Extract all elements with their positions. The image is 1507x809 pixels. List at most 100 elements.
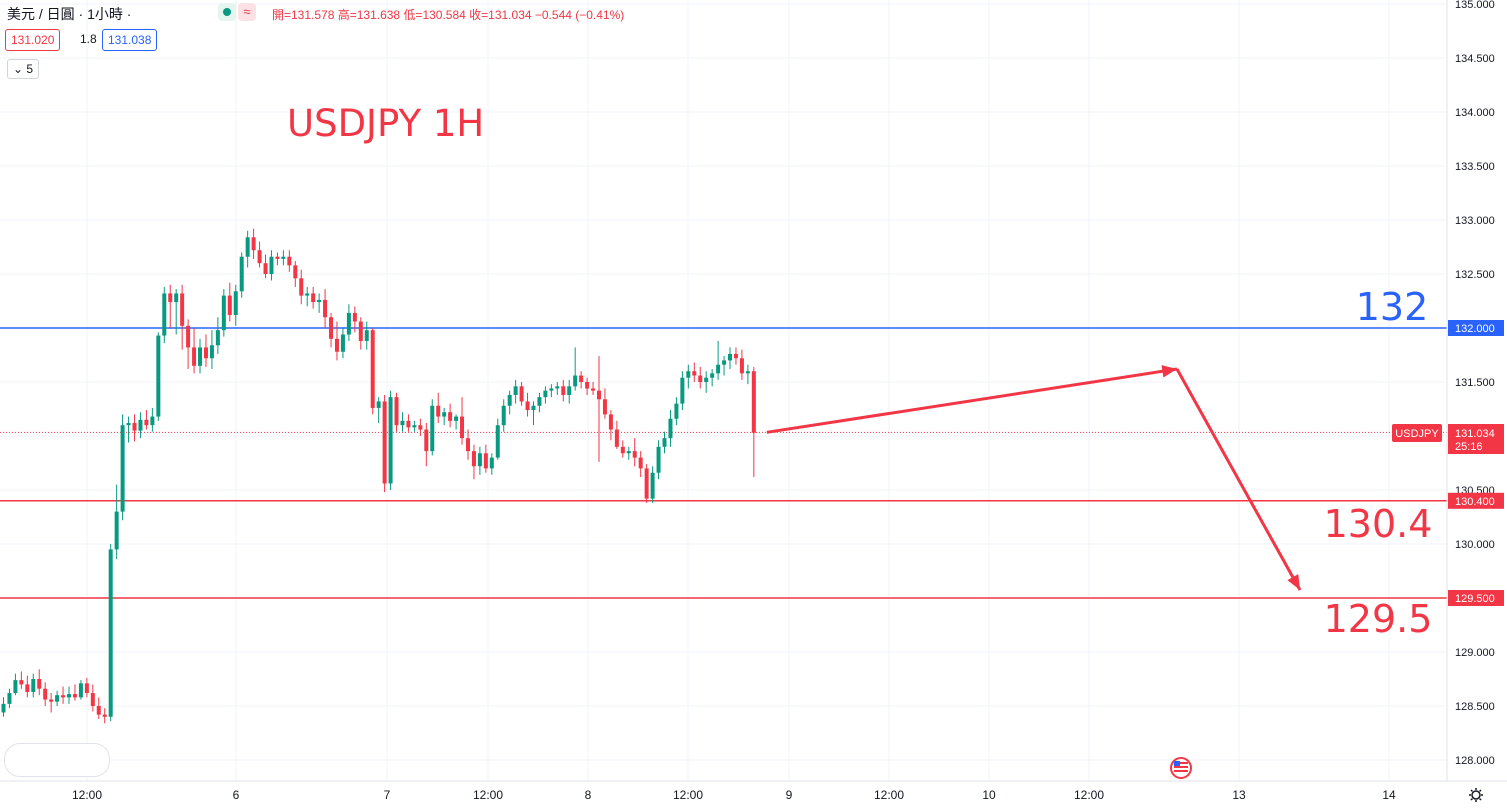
candle-body [507, 394, 512, 406]
candle-body [739, 358, 744, 374]
indicator-toggle[interactable]: ⌄ 5 [7, 59, 40, 79]
us-flag-event-icon[interactable] [1170, 757, 1192, 779]
candle-body [424, 429, 429, 452]
candle-body [192, 347, 197, 366]
price-axis-background[interactable] [1447, 0, 1507, 781]
candle-body [460, 416, 465, 439]
time-tick-label: 7 [384, 788, 391, 802]
candle-body [102, 714, 107, 717]
ohlc-readout: 開=131.578 高=131.638 低=130.584 收=131.034 … [272, 8, 625, 22]
ask-price-button[interactable]: 131.038 [102, 29, 158, 51]
candle-body [168, 293, 173, 303]
gear-icon[interactable] [1469, 788, 1483, 802]
level-tag-label: 132.000 [1455, 323, 1495, 335]
candle-body [501, 405, 506, 426]
candle-body [561, 386, 566, 395]
candle-body [573, 375, 578, 387]
candle-body [602, 399, 607, 415]
status-indicators: ≈ [218, 3, 258, 21]
candle-body [239, 256, 244, 292]
candle-body [567, 386, 572, 395]
candle-body [227, 295, 232, 316]
candle-body [579, 375, 584, 382]
price-tick-label: 133.000 [1455, 215, 1495, 227]
candle-body [430, 405, 435, 452]
candle-body [614, 429, 619, 447]
candle-body [448, 412, 453, 421]
level-tag-label: 130.400 [1455, 496, 1495, 508]
candle-body [733, 353, 738, 359]
time-tick-label: 12:00 [673, 788, 703, 802]
candle-body [37, 679, 42, 689]
candle-body [174, 293, 179, 303]
candle-body [710, 373, 715, 378]
candle-body [531, 405, 536, 411]
candle-body [138, 419, 143, 431]
candle-body [311, 293, 316, 303]
time-tick-label: 12:00 [1074, 788, 1104, 802]
price-tick-label: 134.500 [1455, 53, 1495, 65]
symbol-title[interactable]: 美元 / 日圓 · 1小時 · [7, 6, 132, 22]
chart-title: USDJPY 1H [287, 102, 484, 145]
candle-body [716, 364, 721, 374]
price-tick-label: 133.500 [1455, 161, 1495, 173]
candle-body [388, 397, 393, 484]
candle-body [43, 688, 48, 700]
candle-body [358, 321, 363, 341]
candle-body [495, 425, 500, 458]
candle-body [90, 693, 95, 706]
candle-body [323, 299, 328, 318]
candle-body [150, 416, 155, 426]
level-annotation: 130.4 [1324, 502, 1433, 546]
price-axis-ticks: 128.000128.500129.000129.500130.000130.5… [1455, 0, 1495, 767]
candle-body [305, 293, 310, 296]
candle-body [352, 312, 357, 322]
candle-body [489, 457, 494, 469]
candle-body [680, 377, 685, 404]
candle-body [340, 334, 345, 352]
forecast-arrows[interactable] [766, 365, 1302, 591]
candle-body [370, 330, 375, 408]
candle-body [728, 353, 733, 361]
candle-body [519, 386, 524, 402]
time-tick-label: 14 [1382, 788, 1396, 802]
candle-body [7, 693, 12, 704]
candle-body [126, 423, 131, 426]
candle-body [650, 472, 655, 499]
candle-body [638, 457, 643, 469]
candle-body [644, 468, 649, 499]
grid-lines [0, 0, 1447, 781]
candlestick-series [1, 228, 756, 724]
candle-body [156, 335, 161, 417]
bid-price-button[interactable]: 131.020 [5, 29, 61, 51]
current-price-tag [1448, 424, 1504, 454]
candle-body [745, 371, 750, 374]
chevron-down-icon: ⌄ [13, 62, 24, 76]
price-axis-level-labels: 132.000 130.400 129.500 [1448, 320, 1504, 606]
time-tick-label: 13 [1232, 788, 1246, 802]
candle-body [233, 291, 238, 316]
time-axis-background[interactable] [0, 781, 1507, 809]
candle-body [287, 256, 292, 266]
level-annotation: 132 [1356, 285, 1429, 329]
horizontal-levels[interactable] [0, 327, 1447, 599]
candle-body [78, 683, 83, 698]
candle-body [674, 403, 679, 419]
candle-body [209, 345, 214, 359]
candle-body [436, 405, 441, 417]
candle-countdown: 25:16 [1455, 441, 1483, 453]
candle-body [281, 256, 286, 259]
search-input[interactable] [4, 743, 110, 777]
candle-body [549, 388, 554, 391]
level-tag [1448, 590, 1504, 606]
candle-body [483, 453, 488, 469]
status-dot-icon [218, 3, 236, 21]
time-axis-ticks: 12:00 6 7 12:00 8 12:00 9 12:00 10 12:00 13 14 [72, 788, 1396, 802]
candle-body [275, 256, 280, 259]
candle-body [722, 360, 727, 365]
candle-body [692, 371, 697, 376]
candle-body [751, 371, 756, 433]
candle-body [221, 295, 226, 331]
current-price-tags: USDJPY 131.034 25:16 [1392, 424, 1504, 454]
